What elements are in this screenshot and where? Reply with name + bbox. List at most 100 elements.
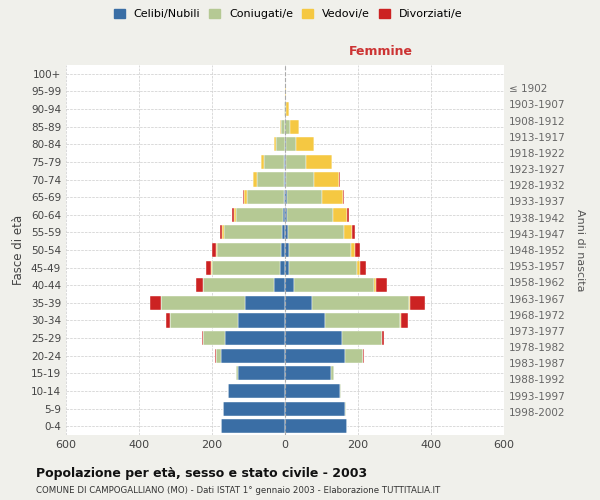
Bar (224, 226, 282, 239)
Bar (196, 278, 203, 292)
Bar (286, 102, 289, 116)
Bar (222, 226, 224, 239)
Bar (350, 243, 355, 257)
Bar (281, 243, 285, 257)
Bar (343, 190, 344, 204)
Text: Femmine: Femmine (349, 44, 413, 58)
Bar (340, 384, 341, 398)
Bar (294, 278, 374, 292)
Bar (245, 296, 285, 310)
Legend: Celibi/Nubili, Coniugati/e, Vedovi/e, Divorziati/e: Celibi/Nubili, Coniugati/e, Vedovi/e, Di… (110, 6, 466, 22)
Bar (313, 296, 409, 310)
Bar (284, 190, 285, 204)
Bar (206, 260, 211, 274)
Bar (296, 137, 314, 152)
Bar (202, 331, 203, 345)
Bar (288, 226, 344, 239)
Bar (215, 348, 221, 363)
Bar (274, 137, 275, 152)
Bar (345, 348, 364, 363)
Bar (344, 226, 352, 239)
Bar (376, 278, 387, 292)
Bar (261, 155, 264, 169)
Text: COMUNE DI CAMPOGALLIANO (MO) - Dati ISTAT 1° gennaio 2003 - Elaborazione TUTTITA: COMUNE DI CAMPOGALLIANO (MO) - Dati ISTA… (36, 486, 440, 495)
Bar (221, 419, 285, 433)
Bar (322, 190, 343, 204)
Bar (374, 278, 376, 292)
Bar (285, 348, 345, 363)
Bar (285, 278, 294, 292)
Bar (285, 102, 286, 116)
Bar (285, 172, 286, 186)
Bar (285, 366, 331, 380)
Bar (236, 366, 238, 380)
Bar (253, 172, 257, 186)
Bar (285, 384, 340, 398)
Bar (244, 190, 247, 204)
Bar (284, 155, 285, 169)
Bar (341, 331, 382, 345)
Bar (314, 172, 340, 186)
Bar (355, 243, 360, 257)
Bar (247, 190, 284, 204)
Bar (347, 208, 349, 222)
Bar (257, 172, 284, 186)
Bar (223, 402, 285, 415)
Bar (360, 260, 367, 274)
Bar (285, 155, 286, 169)
Bar (149, 296, 161, 310)
Bar (285, 243, 289, 257)
Bar (286, 137, 296, 152)
Bar (400, 314, 401, 328)
Bar (236, 208, 283, 222)
Y-axis label: Fasce di età: Fasce di età (13, 215, 25, 285)
Bar (221, 348, 285, 363)
Bar (285, 260, 289, 274)
Bar (212, 243, 216, 257)
Bar (161, 296, 245, 310)
Bar (274, 278, 285, 292)
Bar (287, 208, 333, 222)
Bar (238, 366, 285, 380)
Bar (286, 155, 306, 169)
Bar (286, 120, 290, 134)
Bar (220, 226, 222, 239)
Bar (283, 208, 285, 222)
Bar (401, 314, 408, 328)
Bar (284, 172, 285, 186)
Bar (216, 243, 217, 257)
Bar (229, 384, 285, 398)
Bar (333, 208, 347, 222)
Bar (232, 208, 233, 222)
Bar (233, 208, 236, 222)
Bar (212, 260, 280, 274)
Bar (357, 260, 360, 274)
Y-axis label: Anni di nascita: Anni di nascita (575, 209, 585, 291)
Bar (382, 331, 384, 345)
Bar (282, 226, 285, 239)
Bar (285, 190, 287, 204)
Bar (285, 402, 345, 415)
Bar (345, 402, 346, 415)
Bar (285, 296, 313, 310)
Bar (286, 172, 314, 186)
Bar (290, 120, 299, 134)
Bar (285, 208, 287, 222)
Bar (203, 278, 274, 292)
Bar (227, 384, 229, 398)
Bar (409, 296, 410, 310)
Bar (217, 243, 281, 257)
Bar (280, 260, 285, 274)
Bar (352, 226, 355, 239)
Bar (325, 314, 400, 328)
Bar (211, 260, 212, 274)
Bar (225, 331, 285, 345)
Bar (166, 314, 170, 328)
Text: Popolazione per età, sesso e stato civile - 2003: Popolazione per età, sesso e stato civil… (36, 468, 367, 480)
Bar (281, 120, 284, 134)
Bar (284, 102, 285, 116)
Bar (285, 419, 347, 433)
Bar (287, 190, 322, 204)
Bar (170, 314, 238, 328)
Bar (285, 314, 325, 328)
